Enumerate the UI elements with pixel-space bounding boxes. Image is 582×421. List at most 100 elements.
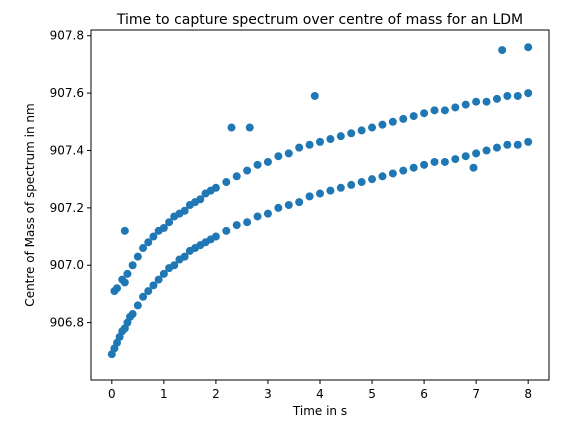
data-point <box>222 227 230 235</box>
data-point <box>295 198 303 206</box>
data-point <box>498 46 506 54</box>
data-point <box>337 132 345 140</box>
data-point <box>311 92 319 100</box>
y-tick-label: 907.4 <box>50 143 84 157</box>
data-point <box>470 164 478 172</box>
data-point <box>134 301 142 309</box>
data-point <box>123 270 131 278</box>
data-point <box>358 178 366 186</box>
data-point <box>264 210 272 218</box>
data-point <box>121 227 129 235</box>
data-point <box>306 192 314 200</box>
data-point <box>254 161 262 169</box>
y-tick-label: 907.6 <box>50 86 84 100</box>
data-point <box>441 106 449 114</box>
data-point <box>228 124 236 132</box>
data-point <box>121 278 129 286</box>
data-point <box>399 167 407 175</box>
data-point <box>524 43 532 51</box>
x-tick-label: 8 <box>524 387 532 401</box>
data-point <box>431 106 439 114</box>
y-tick-label: 907.8 <box>50 29 84 43</box>
data-point <box>524 138 532 146</box>
data-point <box>326 135 334 143</box>
data-point <box>503 92 511 100</box>
data-point <box>368 124 376 132</box>
data-point <box>337 184 345 192</box>
y-tick-label: 907.2 <box>50 201 84 215</box>
data-point <box>451 103 459 111</box>
data-point <box>420 161 428 169</box>
data-point <box>326 187 334 195</box>
data-point <box>129 261 137 269</box>
data-point <box>441 158 449 166</box>
x-tick-label: 0 <box>108 387 116 401</box>
data-point <box>462 101 470 109</box>
data-point <box>316 190 324 198</box>
data-point <box>472 149 480 157</box>
data-point <box>378 172 386 180</box>
x-axis-ticks: 0 1 2 3 4 5 6 7 8 <box>108 380 532 401</box>
data-point <box>212 233 220 241</box>
data-point <box>233 221 241 229</box>
data-point <box>514 141 522 149</box>
data-point <box>483 98 491 106</box>
data-point <box>451 155 459 163</box>
data-point <box>264 158 272 166</box>
x-tick-label: 4 <box>316 387 324 401</box>
data-point <box>472 98 480 106</box>
data-point <box>134 253 142 261</box>
data-point <box>378 121 386 129</box>
x-tick-label: 1 <box>160 387 168 401</box>
data-point <box>483 146 491 154</box>
x-axis-label: Time in s <box>292 404 347 418</box>
data-point <box>246 124 254 132</box>
data-point <box>410 112 418 120</box>
data-point <box>295 144 303 152</box>
x-tick-label: 7 <box>472 387 480 401</box>
y-tick-label: 907.0 <box>50 258 84 272</box>
data-point <box>347 129 355 137</box>
data-point <box>254 212 262 220</box>
data-point <box>129 310 137 318</box>
data-point <box>113 284 121 292</box>
y-axis-label: Centre of Mass of spectrum in nm <box>23 103 37 306</box>
data-point <box>243 167 251 175</box>
data-point <box>514 92 522 100</box>
data-point <box>347 181 355 189</box>
data-point <box>222 178 230 186</box>
data-point <box>285 149 293 157</box>
data-point <box>274 152 282 160</box>
data-point <box>389 118 397 126</box>
data-point <box>524 89 532 97</box>
chart-title: Time to capture spectrum over centre of … <box>116 12 523 28</box>
x-tick-label: 2 <box>212 387 220 401</box>
data-point <box>462 152 470 160</box>
data-point <box>306 141 314 149</box>
y-axis-ticks: 906.8 907.0 907.2 907.4 907.6 907.8 <box>50 29 91 330</box>
data-point <box>316 138 324 146</box>
data-point <box>389 169 397 177</box>
data-point <box>233 172 241 180</box>
data-point <box>493 95 501 103</box>
data-point <box>274 204 282 212</box>
data-point <box>493 144 501 152</box>
x-tick-label: 6 <box>420 387 428 401</box>
data-point <box>243 218 251 226</box>
plot-frame <box>91 30 549 380</box>
data-point <box>368 175 376 183</box>
data-point <box>399 115 407 123</box>
data-point <box>420 109 428 117</box>
data-point <box>358 126 366 134</box>
data-point <box>410 164 418 172</box>
x-tick-label: 3 <box>264 387 272 401</box>
data-point <box>212 184 220 192</box>
x-tick-label: 5 <box>368 387 376 401</box>
data-points <box>108 43 532 358</box>
y-tick-label: 906.8 <box>50 316 84 330</box>
data-point <box>285 201 293 209</box>
data-point <box>431 158 439 166</box>
data-point <box>503 141 511 149</box>
